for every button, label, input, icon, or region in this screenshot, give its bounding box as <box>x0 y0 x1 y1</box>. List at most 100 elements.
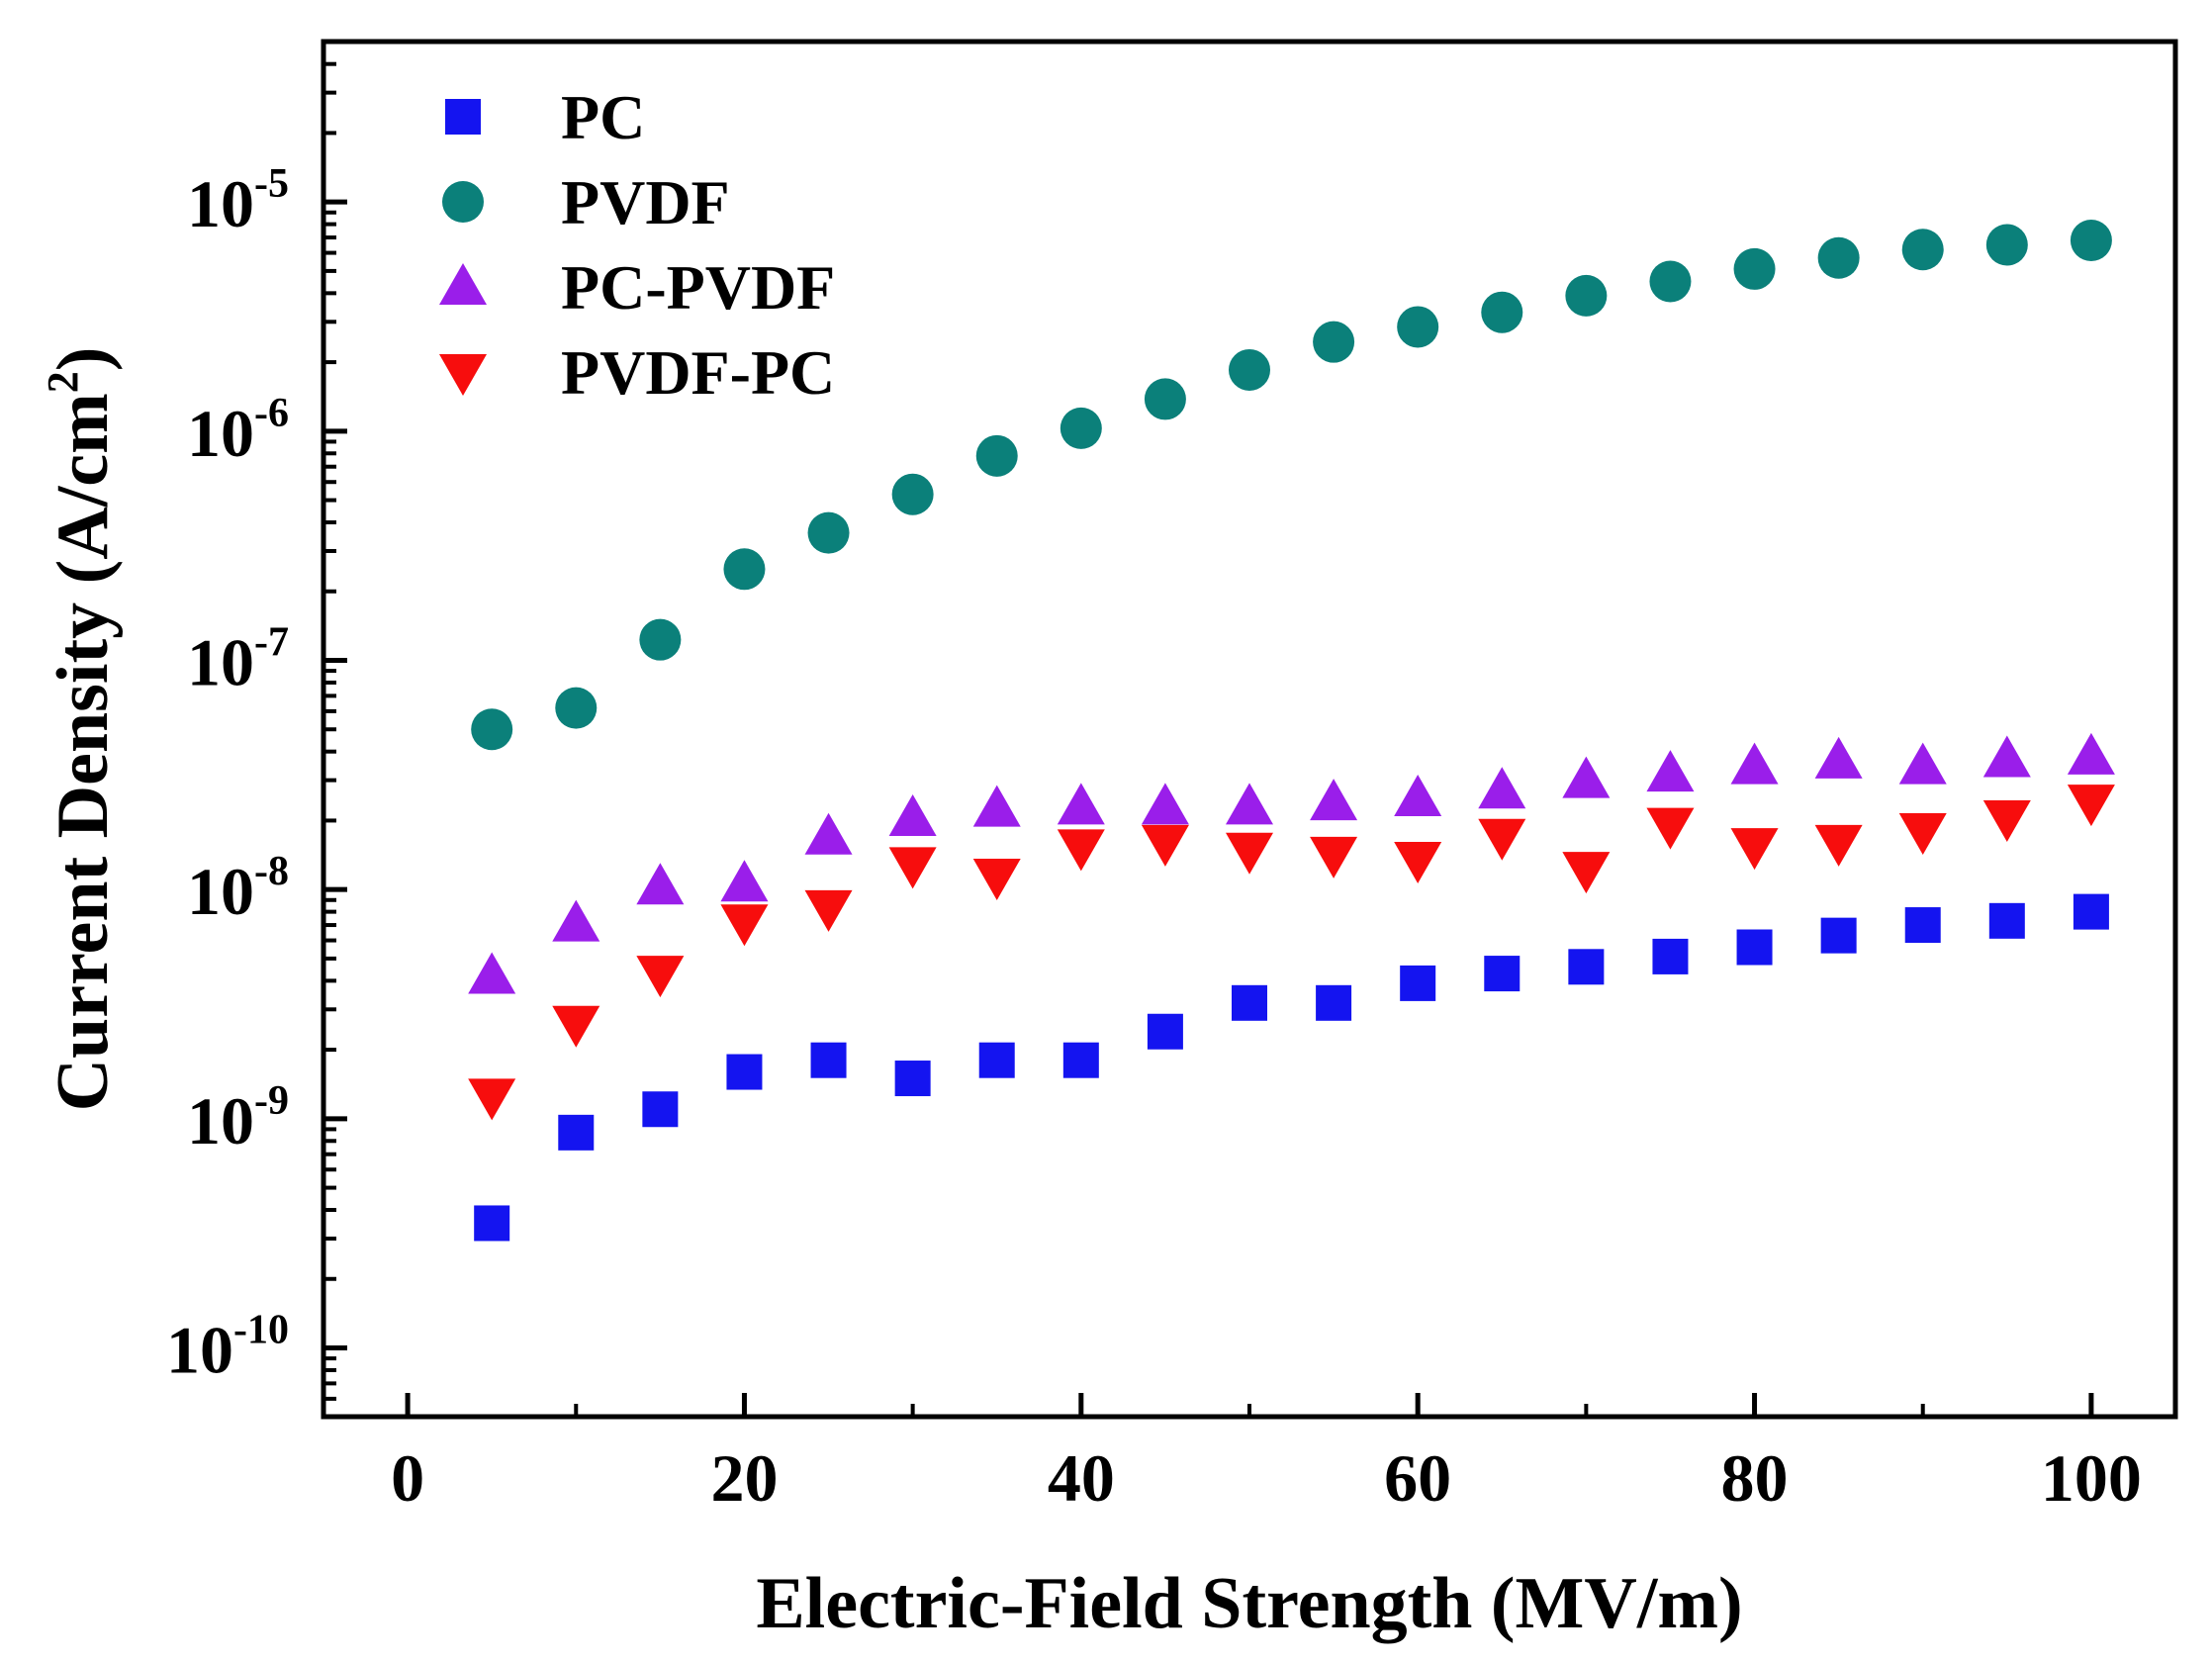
y-tick-label-base: 10 <box>187 854 254 929</box>
data-point-pc <box>1904 907 1941 944</box>
y-minor-ticks <box>323 40 336 1401</box>
x-axis-title: Electric-Field Strength (MV/m) <box>756 1563 1742 1644</box>
data-point-pc-pvdf <box>2067 732 2115 775</box>
data-point-pvdf-pc <box>1057 829 1105 872</box>
y-tick-label-exponent: -6 <box>254 391 289 436</box>
legend-marker-pvdf-pc <box>439 354 487 396</box>
data-point-pvdf <box>1649 260 1692 303</box>
data-point-pc <box>1147 1013 1183 1050</box>
y-tick-label: 10-7 <box>187 620 289 700</box>
data-point-pvdf-pc <box>888 847 937 889</box>
data-point-pc-pvdf <box>1898 742 1947 785</box>
data-point-pc-pvdf <box>1814 736 1863 779</box>
data-point-pvdf <box>1229 348 1270 391</box>
data-point-pc-pvdf <box>1730 742 1779 785</box>
data-point-pc-pvdf <box>888 793 937 836</box>
data-point-pc <box>894 1061 931 1097</box>
data-point-pvdf <box>471 708 513 751</box>
legend: PC PVDF PC-PVDF PVDF-PC <box>439 82 835 408</box>
data-point-pvdf-pc <box>1646 807 1695 850</box>
series-pc <box>474 893 2109 1242</box>
y-tick-label-exponent: -8 <box>254 849 289 894</box>
data-point-pc <box>1484 956 1521 992</box>
y-tick-label-exponent: -9 <box>254 1078 289 1124</box>
data-point-pvdf <box>1397 306 1439 348</box>
data-point-pc <box>1400 965 1436 1001</box>
y-tick-label-exponent: -7 <box>254 620 289 666</box>
data-point-pc-pvdf <box>720 860 769 902</box>
series-pc-pvdf <box>468 732 2115 994</box>
legend-label-pvdf: PVDF <box>561 167 730 237</box>
data-point-pvdf-pc <box>1898 813 1947 856</box>
data-point-pc-pvdf <box>1982 735 2031 778</box>
x-tick-label: 100 <box>2041 1440 2142 1516</box>
y-tick-label-base: 10 <box>187 396 254 471</box>
data-point-pvdf <box>891 473 934 515</box>
y-axis-title-sup: 2 <box>39 371 87 393</box>
y-axis-title-main: Current Density (A/cm <box>43 393 124 1111</box>
data-point-pvdf <box>723 548 766 591</box>
data-point-pvdf <box>1901 229 1944 271</box>
data-point-pc <box>474 1205 510 1242</box>
data-point-pvdf-pc <box>2067 785 2115 827</box>
data-point-pvdf-pc <box>972 858 1021 900</box>
data-point-pvdf <box>1985 224 2028 266</box>
data-point-pvdf <box>555 687 598 729</box>
data-point-pc <box>978 1042 1015 1078</box>
data-point-pvdf <box>1144 378 1186 420</box>
data-point-pvdf <box>807 511 850 554</box>
data-point-pc-pvdf <box>804 812 853 855</box>
data-point-pvdf <box>1817 236 1860 279</box>
data-point-pvdf-pc <box>720 904 769 947</box>
data-point-pvdf <box>2070 219 2112 261</box>
data-point-pc-pvdf <box>1562 756 1611 798</box>
data-point-pvdf <box>975 434 1018 477</box>
data-point-pc <box>558 1114 595 1151</box>
data-point-pvdf <box>1733 247 1776 290</box>
data-point-pc <box>1316 984 1352 1021</box>
y-tick-label: 10-10 <box>166 1308 289 1388</box>
data-point-pc-pvdf <box>1226 783 1273 825</box>
series-layer <box>468 219 2115 1242</box>
data-point-pc <box>642 1091 679 1128</box>
data-point-pvdf-pc <box>552 1005 600 1048</box>
data-point-pvdf <box>1313 321 1355 363</box>
series-pvdf-pc <box>468 785 2115 1121</box>
data-point-pvdf <box>639 618 682 661</box>
data-point-pc-pvdf <box>1646 750 1695 792</box>
y-tick-label-exponent: -10 <box>233 1308 289 1353</box>
legend-marker-pc-pvdf <box>439 263 487 305</box>
data-point-pvdf-pc <box>1394 841 1442 883</box>
data-point-pc <box>726 1054 763 1090</box>
data-point-pvdf-pc <box>1562 852 1611 894</box>
data-point-pc-pvdf <box>1141 783 1189 825</box>
x-tick-label: 60 <box>1384 1440 1451 1516</box>
data-point-pvdf-pc <box>1310 836 1358 878</box>
y-tick-label-base: 10 <box>187 166 254 241</box>
data-point-pc <box>1652 938 1689 974</box>
y-tick-label: 10-8 <box>187 849 289 929</box>
data-point-pc <box>1736 929 1773 966</box>
plot-frame <box>321 39 2178 1420</box>
data-point-pc <box>1062 1042 1099 1078</box>
data-point-pc <box>1820 917 1857 954</box>
y-axis-title-end: ) <box>43 347 124 372</box>
y-tick-label-base: 10 <box>187 1083 254 1158</box>
x-tick-label: 80 <box>1721 1440 1789 1516</box>
data-point-pc-pvdf <box>1057 783 1105 825</box>
legend-marker-pc <box>445 99 481 135</box>
x-tick-label: 0 <box>391 1440 424 1516</box>
y-tick-label-exponent: -5 <box>254 161 289 207</box>
legend-label-pvdf-pc: PVDF-PC <box>561 337 835 408</box>
y-tick-label: 10-5 <box>187 161 289 241</box>
y-tick-label: 10-9 <box>187 1078 289 1158</box>
y-axis-title: Current Density (A/cm2) <box>39 347 124 1112</box>
data-point-pc-pvdf <box>1394 774 1442 816</box>
data-point-pvdf-pc <box>1226 832 1273 875</box>
legend-label-pc-pvdf: PC-PVDF <box>561 252 835 323</box>
data-point-pc-pvdf <box>552 899 600 942</box>
data-point-pvdf-pc <box>1730 828 1779 871</box>
data-point-pc <box>1568 949 1605 985</box>
y-tick-label-base: 10 <box>187 625 254 700</box>
